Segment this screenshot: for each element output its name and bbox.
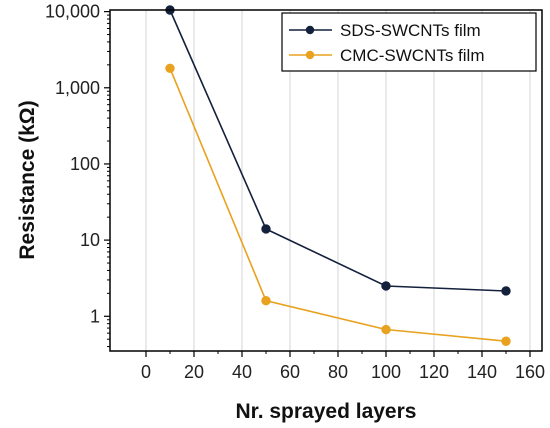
series-layer [165, 5, 511, 346]
series-line-1 [169, 9, 507, 292]
data-point-2 [501, 336, 511, 346]
legend-label: SDS-SWCNTs film [340, 21, 481, 40]
x-tick-label: 20 [184, 362, 204, 382]
x-tick-label: 160 [515, 362, 545, 382]
x-axis-title: Nr. sprayed layers [236, 400, 417, 423]
data-point-2 [165, 63, 175, 74]
x-tick-label: 0 [141, 362, 151, 382]
data-point-1 [381, 281, 391, 291]
data-point-1 [501, 286, 511, 296]
legend-label: CMC-SWCNTs film [340, 46, 484, 65]
legend: SDS-SWCNTs film CMC-SWCNTs film [281, 12, 537, 72]
x-tick-label: 100 [371, 362, 401, 382]
x-tick-label: 120 [419, 362, 449, 382]
y-tick-label: 1 [90, 306, 100, 326]
y-tick-label: 1,000 [55, 78, 100, 98]
legend-marker [305, 50, 315, 60]
x-tick-label: 60 [280, 362, 300, 382]
data-point-2 [381, 324, 391, 335]
y-tick-label: 10,000 [45, 2, 100, 22]
legend-marker [305, 25, 315, 35]
data-point-2 [261, 296, 271, 306]
x-tick-label: 80 [328, 362, 348, 382]
y-tick-label: 10 [80, 230, 100, 250]
data-point-1 [261, 224, 271, 234]
x-tick-label: 140 [467, 362, 497, 382]
y-axis-title: Resistance (kΩ) [16, 100, 39, 259]
series-line-2 [169, 67, 507, 342]
legend-box [281, 12, 537, 72]
y-tick-label: 100 [70, 154, 100, 174]
x-tick-label: 40 [232, 362, 252, 382]
axis-ticks: 0 20 40 60 80 100 120 140 160 1 10 100 1,000 10,000 [45, 2, 545, 382]
